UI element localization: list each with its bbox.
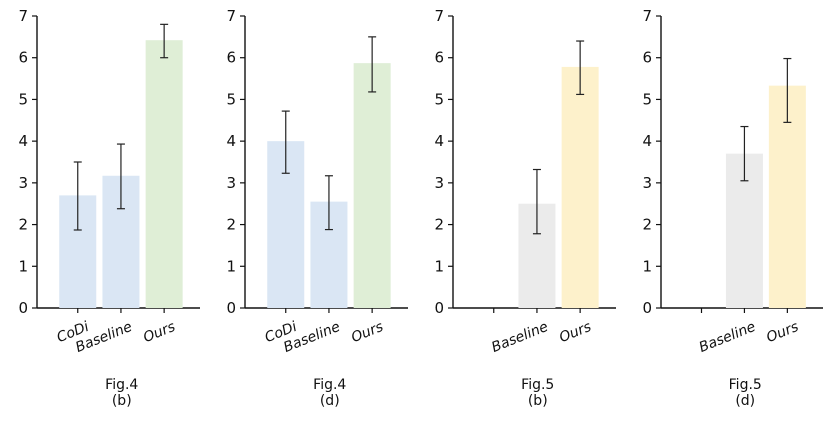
y-tick-label: 3: [18, 174, 28, 192]
category-label: Ours: [141, 319, 178, 346]
panel-fig5-b: 0 1 2 3 4 5 6 7 Baseline Ours Fig.5(b): [434, 7, 616, 409]
y-tick-label: 6: [226, 49, 236, 67]
y-tick-label: 3: [226, 174, 236, 192]
y-tick-label: 1: [18, 257, 28, 275]
figure-caption: Fig.5: [729, 377, 762, 393]
category-label: Ours: [557, 319, 594, 346]
y-tick-label: 2: [642, 216, 652, 234]
y-tick-label: 0: [18, 299, 28, 317]
y-tick-label: 4: [18, 132, 28, 150]
y-tick-label: 5: [434, 90, 444, 108]
panel-fig5-d: 0 1 2 3 4 5 6 7 Baseline Ours Fig.5(d): [642, 7, 823, 409]
y-tick-label: 1: [226, 257, 236, 275]
category-label: Ours: [764, 319, 801, 346]
y-tick-label: 4: [434, 132, 444, 150]
y-tick-label: 7: [434, 7, 444, 25]
y-tick-label: 3: [642, 174, 652, 192]
y-tick-label: 0: [642, 299, 652, 317]
figure-caption: Fig.4: [313, 377, 346, 393]
y-tick-label: 7: [642, 7, 652, 25]
y-tick-label: 0: [226, 299, 236, 317]
figure-caption: (d): [735, 393, 755, 409]
y-tick-label: 7: [226, 7, 236, 25]
figure-caption: Fig.4: [105, 377, 138, 393]
y-tick-label: 2: [226, 216, 236, 234]
figure-caption: (b): [528, 393, 548, 409]
y-tick-label: 6: [18, 49, 28, 67]
category-label: Baseline: [489, 319, 550, 356]
figure-caption: Fig.5: [521, 377, 554, 393]
y-tick-label: 6: [434, 49, 444, 67]
y-tick-label: 6: [642, 49, 652, 67]
y-tick-label: 2: [434, 216, 444, 234]
y-tick-label: 1: [434, 257, 444, 275]
y-tick-label: 5: [226, 90, 236, 108]
y-tick-label: 3: [434, 174, 444, 192]
y-tick-label: 2: [18, 216, 28, 234]
y-tick-label: 5: [642, 90, 652, 108]
category-label: Baseline: [697, 319, 758, 356]
figure-caption: (b): [112, 393, 132, 409]
figure-caption: (d): [320, 393, 340, 409]
bar: [353, 63, 391, 308]
bar: [561, 66, 599, 309]
category-label: Ours: [349, 319, 386, 346]
y-tick-label: 4: [226, 132, 236, 150]
y-tick-label: 1: [642, 257, 652, 275]
y-tick-label: 7: [18, 7, 28, 25]
y-tick-label: 0: [434, 299, 444, 317]
y-tick-label: 4: [642, 132, 652, 150]
y-tick-label: 5: [18, 90, 28, 108]
bar: [145, 40, 183, 309]
